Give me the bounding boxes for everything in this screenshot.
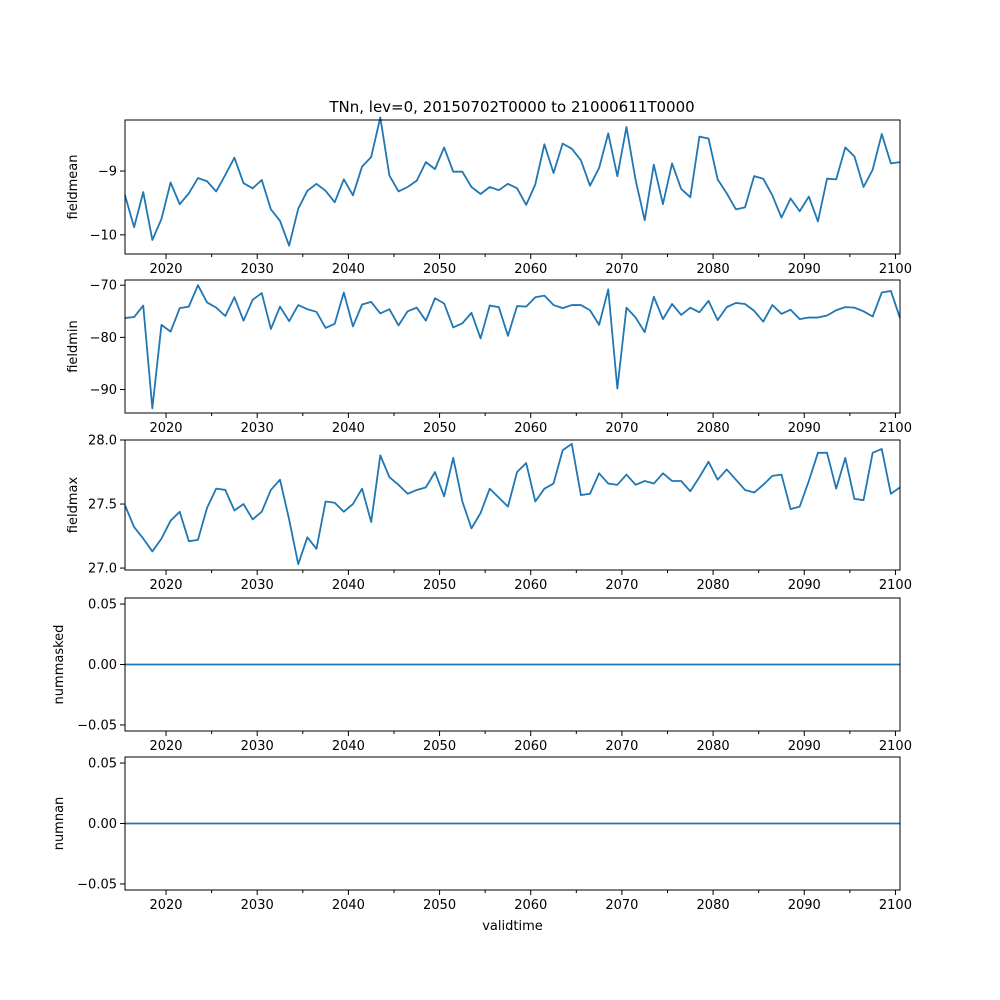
x-tick-label-fieldmin: 2100 <box>879 421 912 436</box>
y-tick-label-fieldmin: −90 <box>90 383 117 398</box>
x-tick-label-nummasked: 2090 <box>788 739 821 754</box>
y-axis-label-numnan: numnan <box>52 797 67 851</box>
y-axis-label-fieldmean: fieldmean <box>66 155 81 220</box>
x-tick-label-nummasked: 2020 <box>149 739 182 754</box>
x-tick-label-fieldmax: 2090 <box>788 578 821 593</box>
y-axis-label-nummasked: nummasked <box>52 625 67 705</box>
x-tick-label-numnan: 2070 <box>605 898 638 913</box>
x-tick-label-nummasked: 2070 <box>605 739 638 754</box>
x-tick-label-fieldmax: 2070 <box>605 578 638 593</box>
y-tick-label-nummasked: −0.05 <box>77 718 117 733</box>
axes-frame-fieldmin <box>124 279 901 414</box>
y-tick-label-numnan: 0.05 <box>88 757 117 772</box>
series-line-fieldmean <box>124 116 901 247</box>
x-tick-label-fieldmean: 2060 <box>514 262 547 277</box>
x-tick-label-nummasked: 2050 <box>423 739 456 754</box>
panel-fieldmin: 2020 2030 2040 2050 2060 2070 2080 2090 2100 −90 −… <box>66 279 912 436</box>
x-tick-label-fieldmin: 2030 <box>241 421 274 436</box>
x-tick-label-fieldmax: 2060 <box>514 578 547 593</box>
x-tick-label-fieldmean: 2020 <box>149 262 182 277</box>
axes-frame-fieldmean <box>124 119 901 255</box>
x-tick-label-fieldmean: 2070 <box>605 262 638 277</box>
y-axis-label-fieldmax: fieldmax <box>66 477 81 534</box>
x-tick-label-fieldmin: 2040 <box>332 421 365 436</box>
y-tick-label-fieldmax: 28.0 <box>88 434 117 449</box>
y-tick-label-fieldmax: 27.0 <box>88 562 117 577</box>
panel-nummasked: 2020 2030 2040 2050 2060 2070 2080 2090 2100 −0.0… <box>52 597 912 754</box>
x-tick-label-fieldmin: 2020 <box>149 421 182 436</box>
x-tick-label-fieldmin: 2080 <box>697 421 730 436</box>
x-tick-label-fieldmean: 2090 <box>788 262 821 277</box>
x-axis-label: validtime <box>482 919 543 934</box>
x-tick-label-nummasked: 2100 <box>879 739 912 754</box>
panel-fieldmean: 2020 2030 2040 2050 2060 2070 2080 2090 2100 −10 −… <box>66 116 912 277</box>
y-tick-label-fieldmin: −70 <box>90 279 117 294</box>
x-tick-label-fieldmax: 2030 <box>241 578 274 593</box>
x-tick-label-fieldmean: 2080 <box>697 262 730 277</box>
y-tick-label-fieldmax: 27.5 <box>88 498 117 513</box>
y-tick-label-fieldmin: −80 <box>90 331 117 346</box>
x-tick-label-fieldmean: 2050 <box>423 262 456 277</box>
x-tick-label-numnan: 2030 <box>241 898 274 913</box>
x-tick-label-fieldmin: 2050 <box>423 421 456 436</box>
series-line-fieldmin <box>124 284 901 410</box>
y-tick-label-nummasked: 0.05 <box>88 598 117 613</box>
x-tick-label-nummasked: 2040 <box>332 739 365 754</box>
x-tick-label-fieldmax: 2050 <box>423 578 456 593</box>
y-axis-label-fieldmin: fieldmin <box>66 320 81 373</box>
x-tick-label-fieldmin: 2070 <box>605 421 638 436</box>
panels: 2020 2030 2040 2050 2060 2070 2080 2090 2100 −10 −… <box>52 116 912 934</box>
x-tick-label-fieldmean: 2030 <box>241 262 274 277</box>
x-tick-label-fieldmin: 2090 <box>788 421 821 436</box>
x-tick-label-fieldmin: 2060 <box>514 421 547 436</box>
x-tick-label-numnan: 2020 <box>149 898 182 913</box>
x-tick-label-nummasked: 2080 <box>697 739 730 754</box>
panel-fieldmax: 2020 2030 2040 2050 2060 2070 2080 2090 2100 27.0… <box>66 434 912 594</box>
series-line-fieldmax <box>124 442 901 566</box>
y-tick-label-numnan: −0.05 <box>77 877 117 892</box>
x-tick-label-nummasked: 2030 <box>241 739 274 754</box>
x-tick-label-numnan: 2080 <box>697 898 730 913</box>
y-tick-label-numnan: 0.00 <box>88 817 117 832</box>
x-tick-label-fieldmean: 2040 <box>332 262 365 277</box>
x-tick-label-nummasked: 2060 <box>514 739 547 754</box>
y-tick-label-nummasked: 0.00 <box>88 658 117 673</box>
x-tick-label-fieldmax: 2080 <box>697 578 730 593</box>
axes-frame-fieldmax <box>124 439 901 571</box>
x-tick-label-numnan: 2050 <box>423 898 456 913</box>
chart-title: TNn, lev=0, 20150702T0000 to 21000611T00… <box>328 98 694 116</box>
x-tick-label-numnan: 2060 <box>514 898 547 913</box>
x-tick-label-fieldmax: 2040 <box>332 578 365 593</box>
x-tick-label-numnan: 2040 <box>332 898 365 913</box>
x-tick-label-fieldmax: 2100 <box>879 578 912 593</box>
y-tick-label-fieldmean: −9 <box>98 165 117 180</box>
x-tick-label-numnan: 2090 <box>788 898 821 913</box>
panel-numnan: 2020 2030 2040 2050 2060 2070 2080 2090 2100 −0.0… <box>52 756 912 934</box>
x-tick-label-numnan: 2100 <box>879 898 912 913</box>
x-tick-label-fieldmax: 2020 <box>149 578 182 593</box>
y-tick-label-fieldmean: −10 <box>90 228 117 243</box>
x-tick-label-fieldmean: 2100 <box>879 262 912 277</box>
